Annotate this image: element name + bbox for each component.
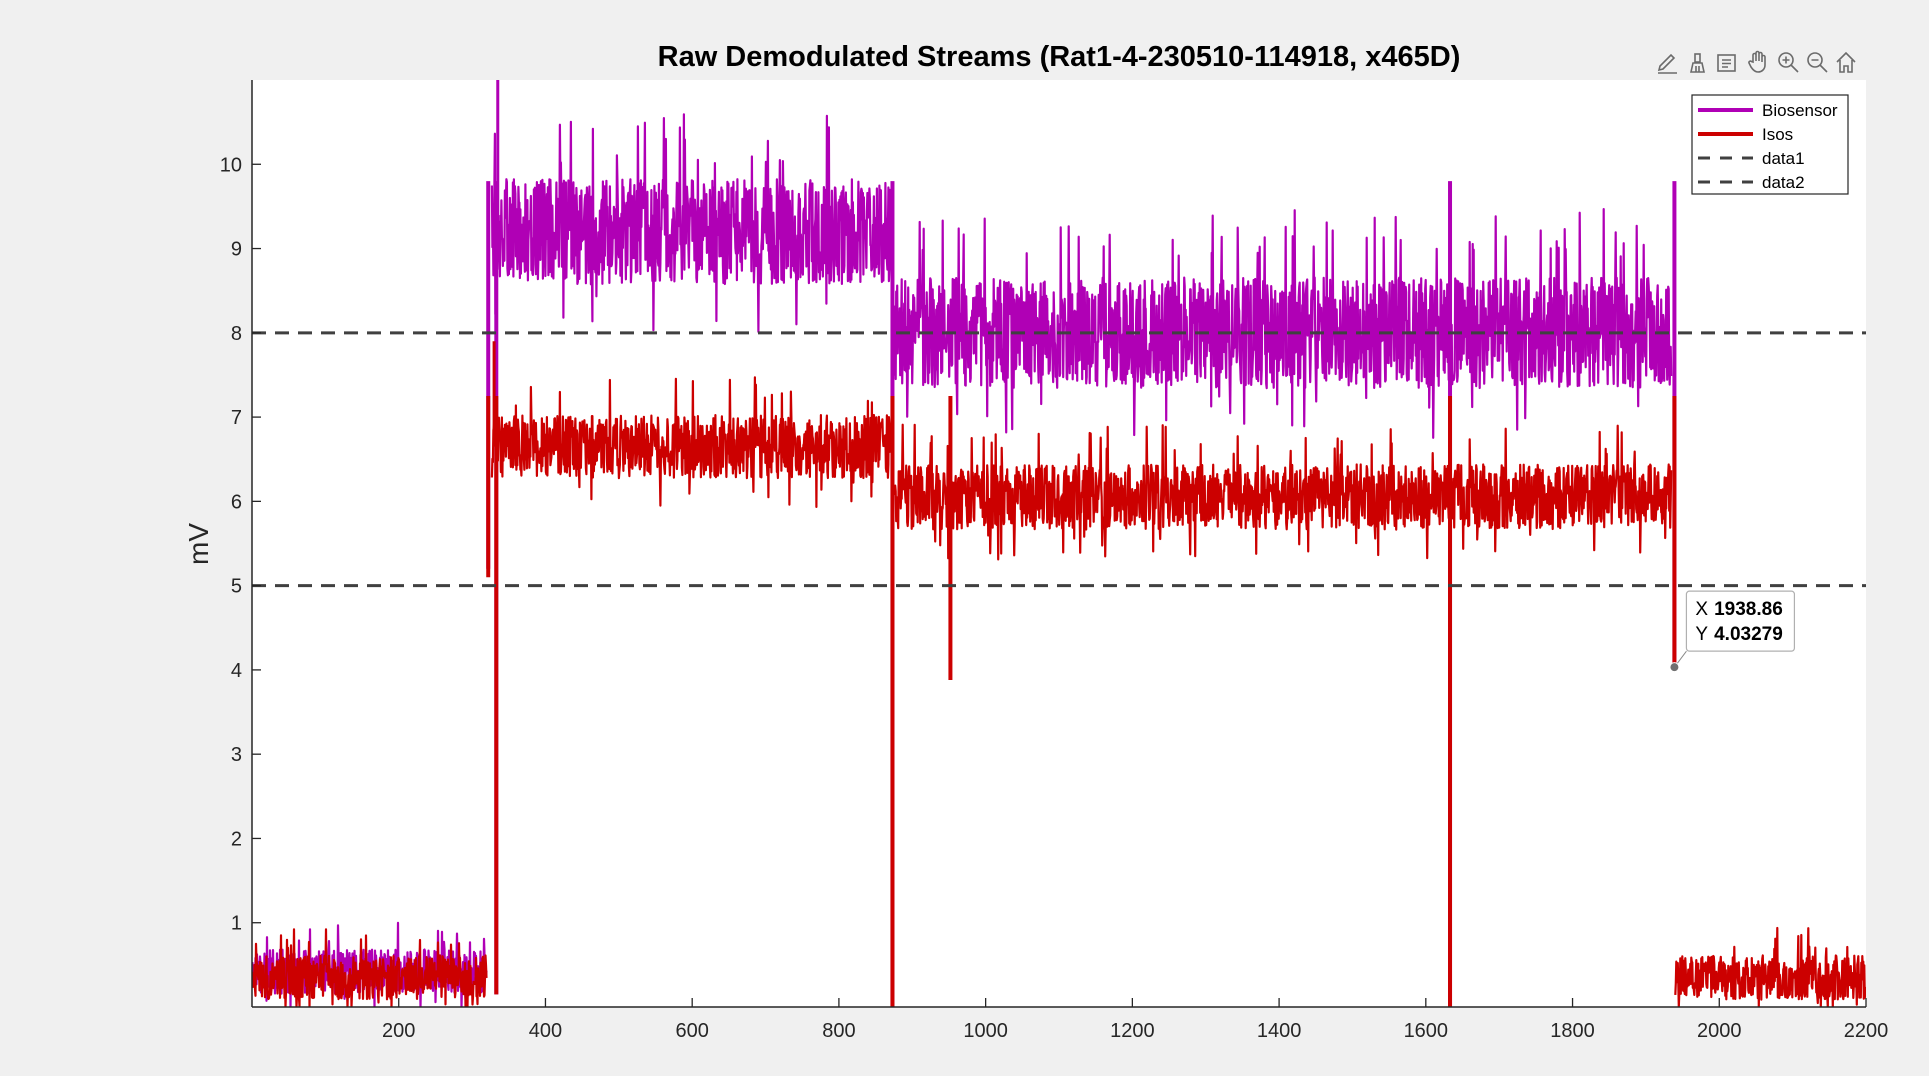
legend-label-data2: data2 xyxy=(1762,173,1805,192)
y-tick-label: 10 xyxy=(220,154,242,176)
edit-icon[interactable] xyxy=(1657,53,1677,74)
datatip-marker xyxy=(1669,662,1680,673)
y-tick-label: 7 xyxy=(231,407,242,429)
y-tick-label: 8 xyxy=(231,323,242,345)
legend-label-data1: data1 xyxy=(1762,149,1805,168)
y-tick-label: 3 xyxy=(231,744,242,766)
legend-label-biosensor: Biosensor xyxy=(1762,101,1838,120)
datatip-y-value: 4.03279 xyxy=(1714,624,1783,645)
x-tick-label: 600 xyxy=(675,1020,708,1042)
y-tick-label: 4 xyxy=(231,660,242,682)
x-tick-label: 200 xyxy=(382,1020,415,1042)
series-line-isos xyxy=(252,376,1866,1007)
axes-toolbar xyxy=(1657,50,1856,74)
zoom-out-icon[interactable] xyxy=(1807,52,1828,73)
legend-label-isos: Isos xyxy=(1762,125,1793,144)
zoom-in-icon[interactable] xyxy=(1778,52,1799,73)
datatip-icon[interactable] xyxy=(1717,54,1736,72)
pan-icon[interactable] xyxy=(1748,50,1766,73)
datatip-x-label: X xyxy=(1695,599,1708,620)
x-tick-label: 800 xyxy=(822,1020,855,1042)
y-axis-label: mV xyxy=(183,523,214,565)
datatip-y-row: Y 4.03279 xyxy=(1695,624,1782,645)
datatip-box xyxy=(1685,590,1796,652)
datatip-x-value: 1938.86 xyxy=(1714,599,1783,620)
y-tick-label: 1 xyxy=(231,913,242,935)
x-tick-label: 1800 xyxy=(1550,1020,1595,1042)
y-tick-label: 2 xyxy=(231,828,242,850)
x-tick-label: 1000 xyxy=(963,1020,1008,1042)
x-ticks: 200 400 600 800 1000 1200 1400 1600 1800 2000 2200 xyxy=(382,998,1888,1042)
legend-entries: Biosensor Isos data1 data2 xyxy=(1698,101,1838,192)
y-tick-label: 9 xyxy=(231,239,242,261)
brush-icon[interactable] xyxy=(1690,53,1705,73)
legend[interactable]: Biosensor Isos data1 data2 xyxy=(1691,94,1849,195)
y-tick-label: 6 xyxy=(231,491,242,513)
datatip-y-label: Y xyxy=(1695,624,1708,645)
x-tick-label: 2000 xyxy=(1697,1020,1742,1042)
x-tick-label: 1600 xyxy=(1404,1020,1449,1042)
y-ticks: 1 2 3 4 5 6 7 8 9 10 xyxy=(220,154,261,935)
x-tick-label: 400 xyxy=(529,1020,562,1042)
home-icon[interactable] xyxy=(1836,51,1856,73)
x-tick-label: 1200 xyxy=(1110,1020,1155,1042)
x-tick-label: 1400 xyxy=(1257,1020,1302,1042)
chart-title: Raw Demodulated Streams (Rat1-4-230510-1… xyxy=(658,41,1461,73)
plot-area xyxy=(252,80,1866,1007)
datatip-x-row: X 1938.86 xyxy=(1695,599,1782,620)
datatip[interactable]: X 1938.86 Y 4.03279 xyxy=(1669,590,1796,673)
x-tick-label: 2200 xyxy=(1844,1020,1889,1042)
y-tick-label: 5 xyxy=(231,576,242,598)
